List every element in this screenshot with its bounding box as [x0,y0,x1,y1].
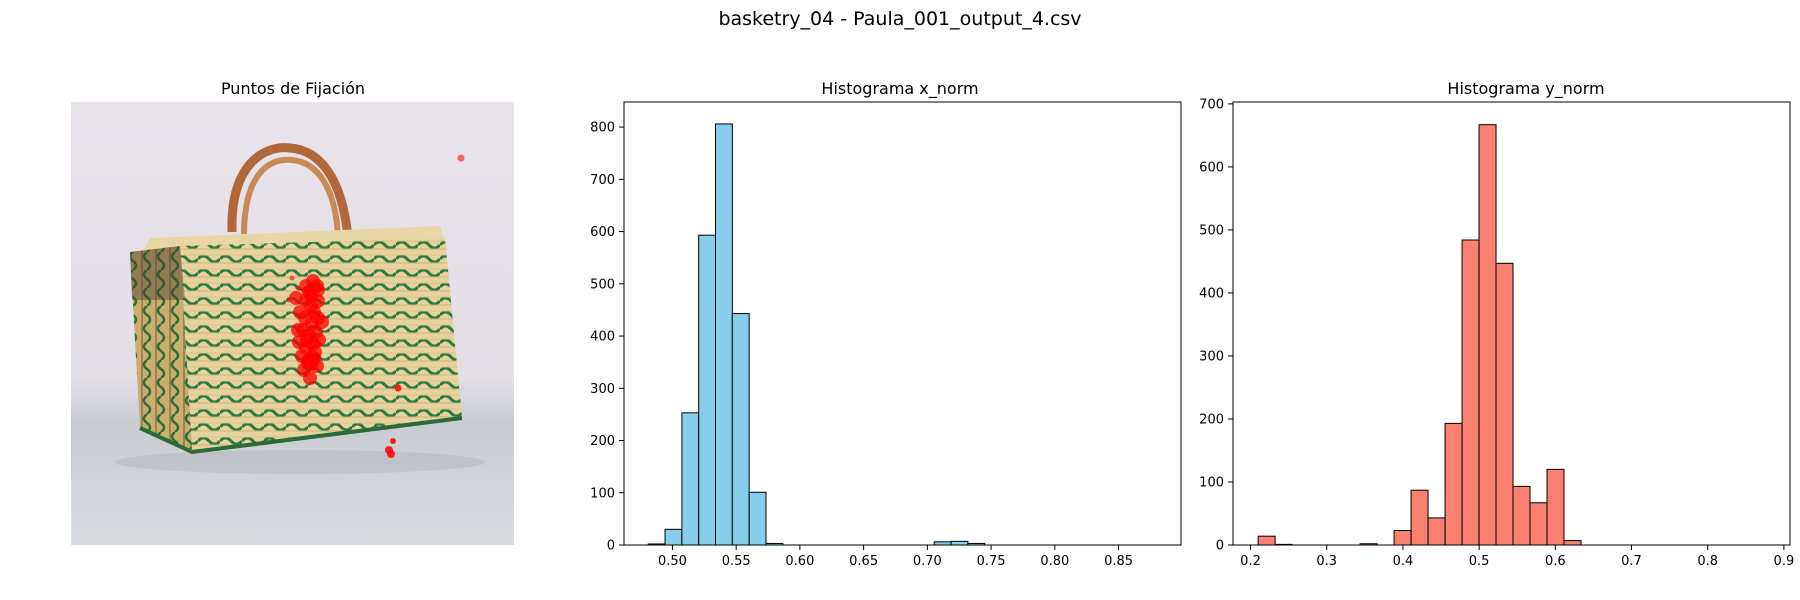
basket-photo [71,102,514,545]
fixation-panel-title: Puntos de Fijación [221,79,365,98]
hist-y-xtick-label: 0.8 [1697,554,1718,569]
hist-y-xtick-label: 0.2 [1240,554,1261,569]
fixation-point [315,315,329,329]
fixation-point [394,384,402,392]
hist-x-bar [698,234,717,546]
hist-x-ytick-label: 700 [590,173,615,188]
hist-y-bar [1529,502,1548,546]
fixation-point [286,297,292,303]
hist-y-xtick-label: 0.6 [1545,554,1566,569]
hist-y-xtick-label: 0.5 [1469,554,1490,569]
hist-x-ytick-label: 500 [590,277,615,292]
hist-y-bar [1546,468,1565,546]
histogram-y-bars [1257,124,1582,546]
histogram-y-yticks: 0 100 200 300 400 500 600 700 [1199,97,1233,554]
hist-x-xtick-label: 0.85 [1104,554,1133,569]
fixation-point [295,285,301,291]
hist-x-bar [664,528,683,546]
hist-x-xtick-label: 0.70 [913,554,942,569]
hist-y-bar [1393,530,1412,546]
hist-y-ytick-label: 200 [1199,412,1224,427]
histogram-y-title: Histograma y_norm [1447,79,1604,99]
hist-x-ytick-label: 100 [590,486,615,501]
histogram-x-frame [623,101,1182,546]
hist-y-bar [1512,485,1531,546]
fixation-point [312,333,326,347]
fixation-point [293,305,307,319]
hist-y-bar [1478,124,1497,546]
hist-y-ytick-label: 700 [1199,97,1224,112]
hist-y-bar [1461,239,1480,546]
fixation-point [291,323,305,337]
hist-x-bar [681,412,700,546]
fixation-point [300,333,314,347]
fixation-point [390,438,396,444]
hist-x-xtick-label: 0.50 [658,554,687,569]
hist-y-xtick-label: 0.9 [1774,554,1795,569]
hist-x-bar [748,491,767,546]
hist-x-ytick-label: 200 [590,434,615,449]
histogram-y-norm: Histograma y_norm 0.2 0.3 0.4 0.5 0.6 0.7 0.8 0… [1199,79,1794,569]
hist-y-xtick-label: 0.3 [1316,554,1337,569]
fixation-point [304,289,318,303]
fixation-panel: Puntos de Fijación [71,79,514,545]
fixation-points [286,154,465,458]
hist-x-ytick-label: 300 [590,382,615,397]
histogram-x-yticks: 0 100 200 300 400 500 600 700 800 [590,121,624,554]
hist-x-bar [950,540,969,546]
hist-x-bar [731,313,750,546]
hist-y-bar [1427,517,1446,546]
hist-y-bar [1257,535,1276,546]
hist-x-xtick-label: 0.60 [785,554,814,569]
hist-y-xtick-label: 0.7 [1621,554,1642,569]
hist-y-ytick-label: 0 [1216,539,1224,554]
hist-y-ytick-label: 300 [1199,349,1224,364]
hist-x-xtick-label: 0.80 [1040,554,1069,569]
fixation-point [457,154,465,162]
hist-x-ytick-label: 400 [590,330,615,345]
hist-y-ytick-label: 100 [1199,475,1224,490]
fixation-point [303,371,317,385]
histogram-y-frame [1232,101,1791,546]
hist-y-bar [1563,540,1582,546]
fixation-point [289,291,303,305]
hist-y-ytick-label: 600 [1199,160,1224,175]
hist-y-bar [1410,489,1429,546]
hist-x-ytick-label: 800 [590,121,615,136]
hist-y-bar [1444,422,1463,546]
hist-x-ytick-label: 600 [590,225,615,240]
histogram-x-norm: Histograma x_norm 0.50 0.55 0.60 0.65 0.70 0.… [590,79,1182,569]
histogram-y-xticks: 0.2 0.3 0.4 0.5 0.6 0.7 0.8 0.9 [1240,545,1794,569]
histogram-x-bars [647,123,986,546]
hist-y-ytick-label: 400 [1199,286,1224,301]
figure-title: basketry_04 - Paula_001_output_4.csv [718,8,1082,30]
hist-x-bar [715,123,733,546]
hist-y-xtick-label: 0.4 [1393,554,1414,569]
histogram-x-title: Histograma x_norm [821,79,978,99]
fixation-point [387,450,395,458]
hist-x-xtick-label: 0.55 [722,554,751,569]
hist-y-ytick-label: 500 [1199,223,1224,238]
fixation-point [289,275,295,281]
hist-x-xtick-label: 0.75 [977,554,1006,569]
hist-x-ytick-label: 0 [607,539,615,554]
histogram-x-xticks: 0.50 0.55 0.60 0.65 0.70 0.75 0.80 0.85 [658,545,1133,569]
fixation-point [301,353,319,371]
hist-y-bar [1495,262,1514,546]
hist-x-xtick-label: 0.65 [849,554,878,569]
